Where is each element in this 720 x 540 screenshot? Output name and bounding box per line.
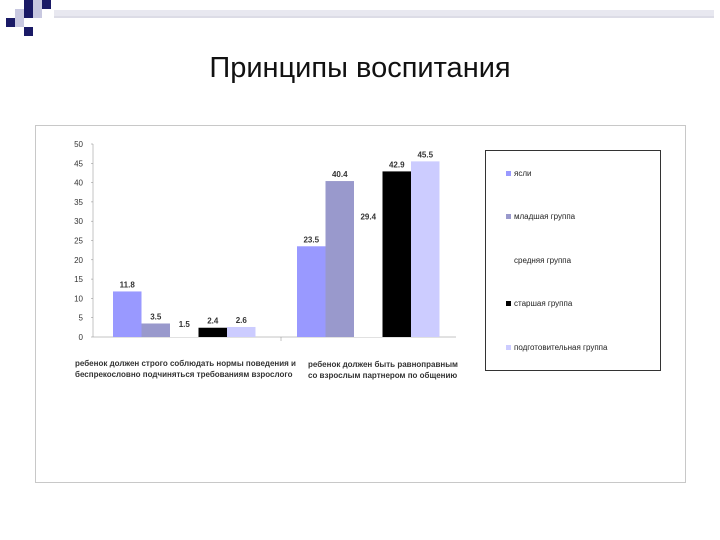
deco-square <box>6 18 15 27</box>
category-label-2: ребенок должен быть равноправным со взро… <box>308 360 458 380</box>
header-band <box>54 10 714 16</box>
legend-item-srednyaya: средняя группа <box>506 253 571 267</box>
data-label: 29.4 <box>360 213 376 222</box>
bar-0-4 <box>227 326 256 337</box>
legend-swatch <box>506 213 511 219</box>
legend-swatch <box>506 300 511 306</box>
bar-0-0 <box>113 291 142 337</box>
legend-item-mladshaya: младшая группа <box>506 209 575 223</box>
corner-decoration <box>6 0 51 36</box>
chart-legend: ясли младшая группа средняя группа старш… <box>485 150 661 371</box>
data-label: 23.5 <box>303 235 319 244</box>
y-tick-label: 25 <box>74 237 83 246</box>
bar-1-1 <box>325 181 354 337</box>
legend-label: средняя группа <box>514 255 572 265</box>
legend-item-podgotovitelnaya: подготовительная группа <box>506 340 607 354</box>
data-label: 1.5 <box>179 320 191 329</box>
data-label: 2.4 <box>207 317 219 326</box>
legend-swatch <box>506 257 511 263</box>
bar-1-3 <box>382 171 411 337</box>
y-tick-label: 50 <box>74 140 83 149</box>
deco-square <box>33 9 42 18</box>
category-label-1: ребенок должен строго соблюдать нормы по… <box>75 359 296 379</box>
legend-label: старшая группа <box>514 298 573 308</box>
y-tick-label: 5 <box>79 314 84 323</box>
deco-square <box>24 0 33 9</box>
y-tick-label: 35 <box>74 198 83 207</box>
bar-chart: 0 5 10 15 20 25 30 35 40 45 50 11.8 23.5 3.5 40.4 1.5 29… <box>74 140 456 342</box>
y-tick-label: 20 <box>74 256 83 265</box>
deco-square <box>33 0 42 9</box>
data-label: 3.5 <box>150 312 162 321</box>
deco-square <box>15 9 24 18</box>
bar-0-3 <box>198 327 227 337</box>
y-tick-label: 45 <box>74 159 83 168</box>
data-label: 2.6 <box>236 316 248 325</box>
legend-label: подготовительная группа <box>514 342 608 352</box>
deco-square <box>15 18 24 27</box>
y-tick-label: 30 <box>74 217 83 226</box>
data-label: 45.5 <box>417 150 433 159</box>
deco-square <box>42 0 51 9</box>
bar-1-4 <box>411 161 440 337</box>
deco-square <box>24 27 33 36</box>
y-tick-label: 0 <box>79 333 84 342</box>
bar-0-1 <box>141 323 170 337</box>
legend-label: ясли <box>514 168 532 178</box>
slide-title: Принципы воспитания <box>209 52 511 84</box>
legend-label: младшая группа <box>514 211 576 221</box>
chart-frame: 0 5 10 15 20 25 30 35 40 45 50 11.8 23.5 3.5 40.4 1.5 29… <box>35 125 686 483</box>
y-tick-label: 15 <box>74 275 83 284</box>
legend-item-yasli: ясли <box>506 166 531 180</box>
header-decoration <box>54 10 714 18</box>
y-tick-label: 40 <box>74 179 83 188</box>
bar-1-0 <box>297 246 326 337</box>
legend-item-starshaya: старшая группа <box>506 296 572 310</box>
data-label: 11.8 <box>120 280 136 289</box>
legend-swatch <box>506 170 511 176</box>
data-label: 40.4 <box>332 170 348 179</box>
data-label: 42.9 <box>389 160 405 169</box>
deco-square <box>24 9 33 18</box>
bar-0-2 <box>170 331 199 337</box>
y-tick-label: 10 <box>74 294 83 303</box>
legend-swatch <box>506 344 511 350</box>
bar-1-2 <box>354 223 383 337</box>
